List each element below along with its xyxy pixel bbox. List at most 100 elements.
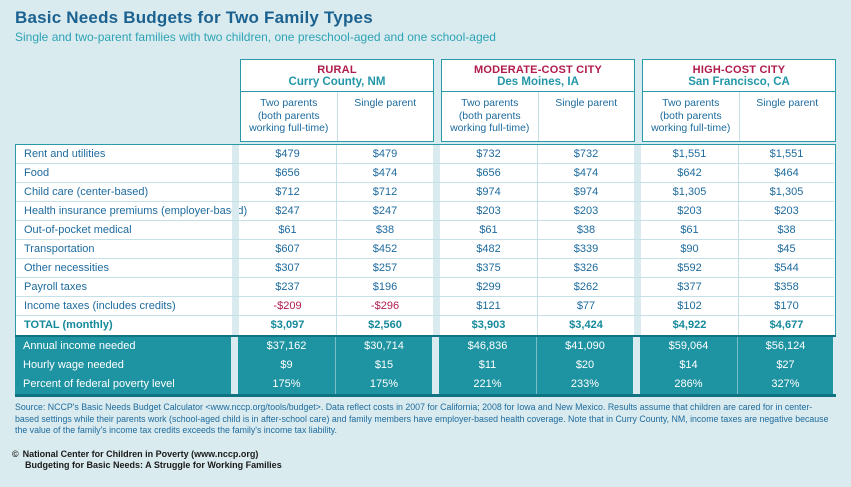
column-gap [232,201,239,221]
column-gap [634,201,641,221]
value-cell: $61 [239,221,336,240]
group-title-rural: RURAL Curry County, NM [241,60,433,92]
header-gap [635,59,642,142]
value-cell: $607 [239,240,336,259]
column-gap [634,315,641,335]
value-cell: $262 [537,277,634,297]
column-gap [433,201,440,221]
summary-value-cell: 327% [737,374,833,394]
value-cell: $203 [641,202,738,221]
value-cell: $339 [537,239,634,259]
col-header-single-parent: Single parent [738,92,836,141]
column-gap [232,182,239,202]
value-cell: $642 [641,164,738,183]
column-group-high-cost: HIGH-COST CITY San Francisco, CA Two par… [642,59,836,142]
table-body: Rent and utilities $479 $479 $732 $732 $… [15,143,836,335]
value-cell: $196 [336,277,433,297]
column-gap [232,277,239,297]
value-cell: $732 [537,144,634,164]
value-cell: $102 [641,297,738,316]
column-gap [232,258,239,278]
row-label: Out-of-pocket medical [16,221,232,240]
summary-value-cell: 221% [439,374,536,394]
column-gap [634,277,641,297]
group-title-moderate: MODERATE-COST CITY Des Moines, IA [442,60,634,92]
row-label: Child care (center-based) [16,183,232,202]
row-label: Rent and utilities [16,145,232,164]
column-gap [433,182,440,202]
value-cell: $61 [440,221,537,240]
value-cell: $464 [738,163,834,183]
table-header: RURAL Curry County, NM Two parents (both… [15,59,836,142]
group-type-label: HIGH-COST CITY [692,64,786,76]
report-title: Budgeting for Basic Needs: A Struggle fo… [25,460,282,470]
value-cell: $38 [537,220,634,240]
value-cell: $656 [440,164,537,183]
col-header-single-parent: Single parent [336,92,434,141]
column-gap [633,336,640,356]
column-gap [232,220,239,240]
copyright-icon: © [12,449,19,459]
column-gap [232,296,239,316]
value-cell: $299 [440,278,537,297]
group-type-label: RURAL [317,64,357,76]
summary-value-cell: $30,714 [335,336,432,356]
column-gap [433,144,440,164]
summary-value-cell: $20 [536,355,633,375]
summary-value-cell: $59,064 [640,336,737,356]
row-label: Other necessities [16,259,232,278]
value-cell-negative: -$296 [336,296,433,316]
summary-value-cell: $9 [238,355,335,375]
column-gap [634,182,641,202]
value-cell: $170 [738,296,834,316]
value-cell: $203 [738,201,834,221]
group-location-label: Des Moines, IA [497,76,579,88]
column-gap [433,220,440,240]
header-spacer [15,59,233,142]
value-cell: $38 [336,220,433,240]
summary-value-cell: $56,124 [737,336,833,356]
column-gap [231,355,238,375]
summary-row-label: Percent of federal poverty level [15,374,231,394]
value-cell: $479 [239,145,336,164]
value-cell: $712 [239,183,336,202]
column-group-rural: RURAL Curry County, NM Two parents (both… [240,59,434,142]
value-cell: $358 [738,277,834,297]
column-gap [634,220,641,240]
organization-name: National Center for Children in Poverty … [22,449,259,459]
value-cell: $712 [336,182,433,202]
column-gap [633,374,640,394]
source-note: Source: NCCP's Basic Needs Budget Calcul… [15,402,829,436]
value-cell: $1,305 [738,182,834,202]
value-cell: $90 [641,240,738,259]
summary-value-cell: $37,162 [238,336,335,356]
summary-row-label: Hourly wage needed [15,355,231,375]
column-gap [232,239,239,259]
summary-value-cell: 286% [640,374,737,394]
value-cell: $375 [440,259,537,278]
row-label: Transportation [16,240,232,259]
page-title: Basic Needs Budgets for Two Family Types [15,8,373,27]
value-cell: $247 [336,201,433,221]
value-cell: $326 [537,258,634,278]
budget-table: RURAL Curry County, NM Two parents (both… [15,59,836,397]
subheaders-rural: Two parents (both parents working full-t… [241,92,433,141]
group-location-label: San Francisco, CA [688,76,790,88]
value-cell: $1,305 [641,183,738,202]
row-label: Food [16,164,232,183]
col-header-two-parents: Two parents (both parents working full-t… [249,97,329,135]
value-cell: $307 [239,259,336,278]
value-cell: $237 [239,278,336,297]
summary-value-cell: 175% [335,374,432,394]
value-cell: $38 [738,220,834,240]
summary-value-cell: $15 [335,355,432,375]
column-gap [634,296,641,316]
group-type-label: MODERATE-COST CITY [473,64,603,76]
header-gap [434,59,441,142]
column-gap [634,239,641,259]
summary-value-cell: 175% [238,374,335,394]
column-gap [232,144,239,164]
column-gap [634,144,641,164]
column-gap [232,163,239,183]
column-gap [232,315,239,335]
